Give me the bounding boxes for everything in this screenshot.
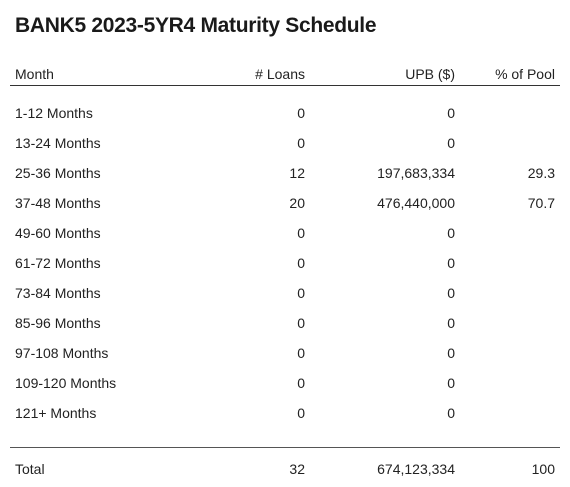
cell-upb: 0 xyxy=(447,375,455,391)
page-title: BANK5 2023-5YR4 Maturity Schedule xyxy=(15,14,377,37)
maturity-schedule-table: Month # Loans UPB ($) % of Pool 1-12 Mon… xyxy=(10,64,560,484)
cell-loans: 0 xyxy=(297,105,305,121)
table-row: 121+ Months 0 0 xyxy=(10,398,560,428)
cell-month: 109-120 Months xyxy=(15,375,117,391)
table-row: 109-120 Months 0 0 xyxy=(10,368,560,398)
cell-loans: 12 xyxy=(289,165,305,181)
total-row: Total 32 674,123,334 100 xyxy=(10,454,560,484)
table-row: 97-108 Months 0 0 xyxy=(10,338,560,368)
cell-upb: 0 xyxy=(447,225,455,241)
table-row: 13-24 Months 0 0 xyxy=(10,128,560,158)
column-header-pct: % of Pool xyxy=(495,66,555,82)
cell-upb: 0 xyxy=(447,285,455,301)
cell-upb: 0 xyxy=(447,255,455,271)
cell-month: 25-36 Months xyxy=(15,165,101,181)
cell-upb: 0 xyxy=(447,405,455,421)
table-header-row: Month # Loans UPB ($) % of Pool xyxy=(10,64,560,86)
cell-month: 121+ Months xyxy=(15,405,97,421)
table-row: 1-12 Months 0 0 xyxy=(10,98,560,128)
cell-pct: 70.7 xyxy=(527,195,555,211)
cell-month: 37-48 Months xyxy=(15,195,101,211)
table-body: 1-12 Months 0 0 13-24 Months 0 0 25-36 Months 1… xyxy=(10,86,560,428)
cell-month: 61-72 Months xyxy=(15,255,101,271)
column-header-loans: # Loans xyxy=(255,66,305,82)
cell-loans: 0 xyxy=(297,405,305,421)
cell-upb: 476,440,000 xyxy=(377,195,455,211)
column-header-upb: UPB ($) xyxy=(405,66,455,82)
table-row: 37-48 Months 20 476,440,000 70.7 xyxy=(10,188,560,218)
cell-month: 49-60 Months xyxy=(15,225,101,241)
total-label: Total xyxy=(15,461,45,477)
cell-month: 85-96 Months xyxy=(15,315,101,331)
cell-pct: 29.3 xyxy=(527,165,555,181)
total-upb: 674,123,334 xyxy=(377,461,455,477)
total-pct: 100 xyxy=(531,461,555,477)
cell-upb: 0 xyxy=(447,345,455,361)
table-row: 49-60 Months 0 0 xyxy=(10,218,560,248)
column-header-month: Month xyxy=(15,66,54,82)
cell-loans: 20 xyxy=(289,195,305,211)
cell-loans: 0 xyxy=(297,255,305,271)
total-divider xyxy=(10,428,560,448)
cell-month: 1-12 Months xyxy=(15,105,93,121)
cell-loans: 0 xyxy=(297,345,305,361)
cell-upb: 0 xyxy=(447,315,455,331)
cell-loans: 0 xyxy=(297,135,305,151)
cell-loans: 0 xyxy=(297,285,305,301)
total-loans: 32 xyxy=(289,461,305,477)
cell-month: 97-108 Months xyxy=(15,345,109,361)
cell-loans: 0 xyxy=(297,315,305,331)
table-row: 73-84 Months 0 0 xyxy=(10,278,560,308)
table-row: 25-36 Months 12 197,683,334 29.3 xyxy=(10,158,560,188)
table-row: 61-72 Months 0 0 xyxy=(10,248,560,278)
cell-upb: 197,683,334 xyxy=(377,165,455,181)
cell-upb: 0 xyxy=(447,135,455,151)
cell-upb: 0 xyxy=(447,105,455,121)
cell-loans: 0 xyxy=(297,225,305,241)
cell-loans: 0 xyxy=(297,375,305,391)
table-row: 85-96 Months 0 0 xyxy=(10,308,560,338)
cell-month: 13-24 Months xyxy=(15,135,101,151)
cell-month: 73-84 Months xyxy=(15,285,101,301)
